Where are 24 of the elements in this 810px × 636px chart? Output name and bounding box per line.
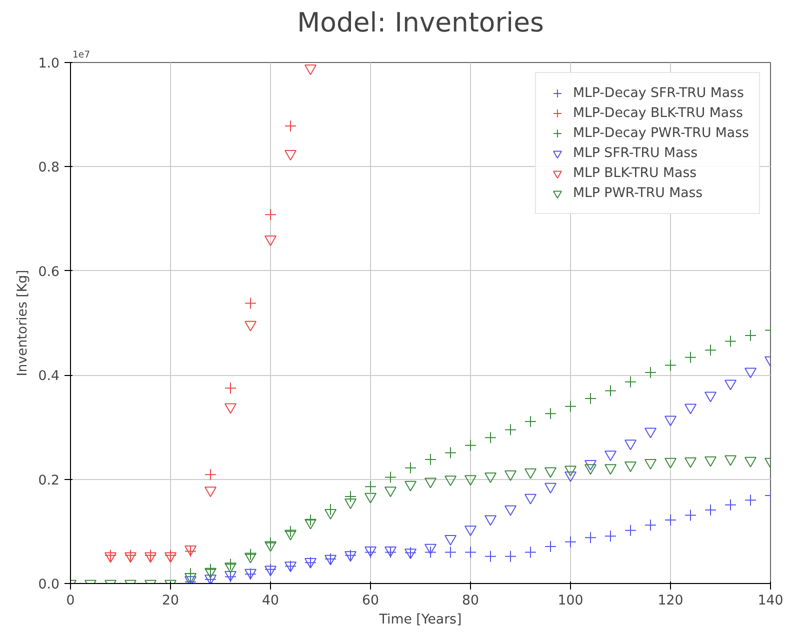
y-tick-label: 0.8 [38, 160, 60, 176]
legend-label: MLP PWR-TRU Mass [572, 186, 703, 200]
legend-label: MLP SFR-TRU Mass [572, 146, 698, 160]
x-axis-title: Time [Years] [378, 612, 462, 628]
y-tick-label: 0.4 [38, 369, 60, 384]
x-tick-label: 0 [66, 594, 75, 608]
chart-title: Model: Inventories [297, 8, 544, 38]
y-axis-title: Inventories [Kg] [15, 270, 30, 376]
x-tick-label: 40 [262, 594, 279, 608]
x-tick-label: 60 [362, 594, 379, 608]
y-tick-label: 0.6 [38, 264, 60, 280]
text: 1e7 [72, 50, 90, 60]
x-tick-label: 120 [658, 594, 684, 608]
x-tick-label: 80 [462, 594, 479, 608]
x-tick-label: 140 [758, 594, 784, 608]
y-tick-label: 1.0 [38, 56, 60, 72]
legend-label: MLP-Decay PWR-TRU Mass [572, 126, 749, 140]
legend-label: MLP-Decay SFR-TRU Mass [572, 86, 744, 100]
y-tick-label: 0.2 [38, 473, 60, 488]
legend-label: MLP-Decay BLK-TRU Mass [572, 106, 743, 120]
x-tick-label: 100 [558, 594, 584, 608]
legend-label: MLP BLK-TRU Mass [572, 166, 697, 180]
x-tick-label: 20 [162, 594, 179, 608]
y-tick-label: 0.0 [38, 578, 60, 592]
